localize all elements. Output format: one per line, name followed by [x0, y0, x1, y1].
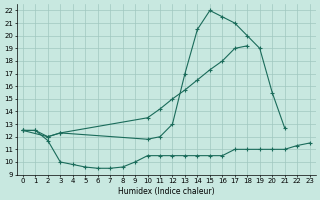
X-axis label: Humidex (Indice chaleur): Humidex (Indice chaleur) — [118, 187, 214, 196]
